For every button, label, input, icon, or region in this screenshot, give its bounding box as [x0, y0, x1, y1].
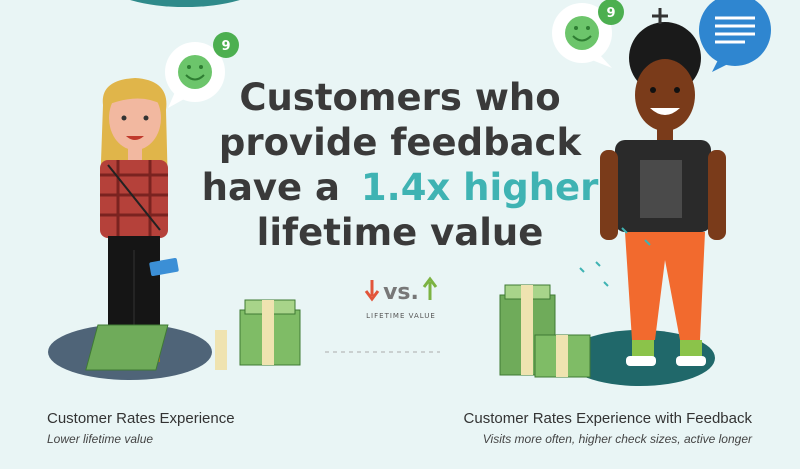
headline: Customers who provide feedback have a 1.… [202, 76, 600, 254]
right-bubble-part [586, 26, 590, 30]
vs-text: vs. [383, 280, 419, 305]
right-figure-part [626, 356, 656, 366]
left-bubble-part [187, 65, 191, 69]
left-money-part [262, 300, 274, 365]
left-figure-part [100, 160, 168, 238]
right-figure-part [676, 356, 706, 366]
right-figure-part [708, 150, 726, 240]
right-figure-part [625, 232, 705, 340]
right-figure-part [657, 128, 673, 142]
left-figure-part [121, 115, 127, 121]
left-figure-part [143, 115, 149, 121]
right-bubble-part [572, 35, 592, 42]
top-shape [130, 0, 240, 7]
right-bubble-part [592, 55, 612, 68]
caption-title: Customer Rates Experience [47, 410, 235, 427]
left-bubble: 9 [165, 32, 239, 108]
right-figure [565, 22, 726, 386]
right-money-part [556, 335, 568, 377]
left-bubble-part [185, 74, 205, 81]
right-figure-part [600, 150, 618, 240]
feedback-icon-part [712, 60, 730, 72]
left-figure-part [128, 148, 142, 162]
left-figure-part [109, 86, 161, 150]
left-figure-part [107, 82, 163, 105]
comparison-label: LIFETIME VALUE [366, 312, 436, 320]
right-money-part [521, 285, 533, 375]
headline-line: provide feedback [219, 121, 583, 164]
right-figure-part [680, 340, 702, 358]
right-figure-part [674, 87, 680, 93]
right-figure-part [640, 160, 682, 218]
comparison: vs. LIFETIME VALUE [325, 276, 440, 353]
feedback-icon [699, 0, 771, 72]
left-figure-part [149, 257, 179, 277]
headline-line: lifetime value [257, 211, 544, 254]
right-figure-part [650, 108, 680, 115]
right-figure-part [635, 59, 695, 131]
right-bubble-part [565, 16, 599, 50]
left-money-part [85, 324, 169, 371]
right-figure-part [579, 227, 651, 287]
right-bubble-part [598, 0, 624, 25]
right-money [499, 284, 591, 378]
caption-subtitle: Visits more often, higher check sizes, a… [483, 432, 753, 446]
left-bubble-part [213, 32, 239, 58]
left-money [85, 299, 301, 371]
right-bubble: 9 [552, 0, 624, 68]
down-arrow [364, 280, 380, 302]
feedback-icon-part [715, 16, 755, 44]
right-figure-part [632, 340, 654, 358]
badge-number: 9 [606, 6, 615, 21]
badge-number: 9 [221, 39, 230, 54]
caption-subtitle: Lower lifetime value [47, 432, 153, 446]
plus-icon [652, 8, 668, 24]
left-bubble-part [178, 55, 212, 89]
right-bubble-part [574, 26, 578, 30]
headline-line: have a 1.4x higher [202, 166, 600, 209]
up-arrow [422, 276, 438, 300]
left-figure-part [107, 164, 161, 231]
left-money-part [215, 330, 227, 370]
caption-title: Customer Rates Experience with Feedback [464, 410, 753, 427]
right-figure-part [650, 87, 656, 93]
headline-line: Customers who [239, 76, 560, 119]
headline-highlight: 1.4x higher [361, 166, 599, 209]
left-figure-part [126, 136, 144, 140]
left-bubble-part [199, 65, 203, 69]
headline-text: have a [202, 166, 340, 209]
left-bubble-part [168, 92, 186, 108]
